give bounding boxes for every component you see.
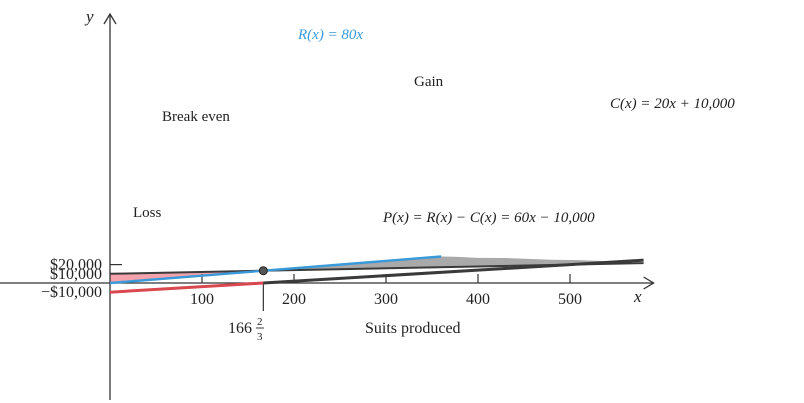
chart-labels: x y Suits produced Loss Gain Break even … [84,7,735,343]
x-tick-label-500: 500 [558,291,582,308]
y-tick-label-2: −$10,000 [41,284,102,301]
region-label-gain: Gain [414,74,444,90]
profit-line-negative [109,281,264,294]
x-tick-label-300: 300 [374,291,398,308]
revenue-line [109,255,442,285]
break-even-x-frac-num: 2 [257,316,263,328]
break-even-point [258,266,268,276]
revenue-label: R(x) = 80x [297,27,363,43]
series-lines [109,255,644,294]
profit-line-positive [263,258,644,285]
profit-label: P(x) = R(x) − C(x) = 60x − 10,000 [382,210,595,226]
y-tick-label-1: $10,000 [50,266,102,283]
gain-region [263,256,644,271]
break-even-label: Break even [162,109,230,125]
y-tick-label-0: $20,000 [50,257,102,274]
x-tick-label-100: 100 [190,291,214,308]
x-tick-label-200: 200 [282,291,306,308]
y-axis-arrow [103,12,117,25]
break-even-x-frac-den: 3 [257,331,263,343]
axes: 100 200 300 400 500 $20,000$10,000−$10,000 [0,12,655,400]
x-tick-label-400: 400 [466,291,490,308]
break-even-x-whole: 166 [228,320,252,337]
region-label-loss: Loss [133,205,162,221]
cost-label: C(x) = 20x + 10,000 [610,96,735,112]
x-axis-var: x [633,287,642,306]
x-axis-label: Suits produced [365,320,461,337]
x-axis-arrow [643,276,655,290]
y-axis-var: y [84,7,94,26]
